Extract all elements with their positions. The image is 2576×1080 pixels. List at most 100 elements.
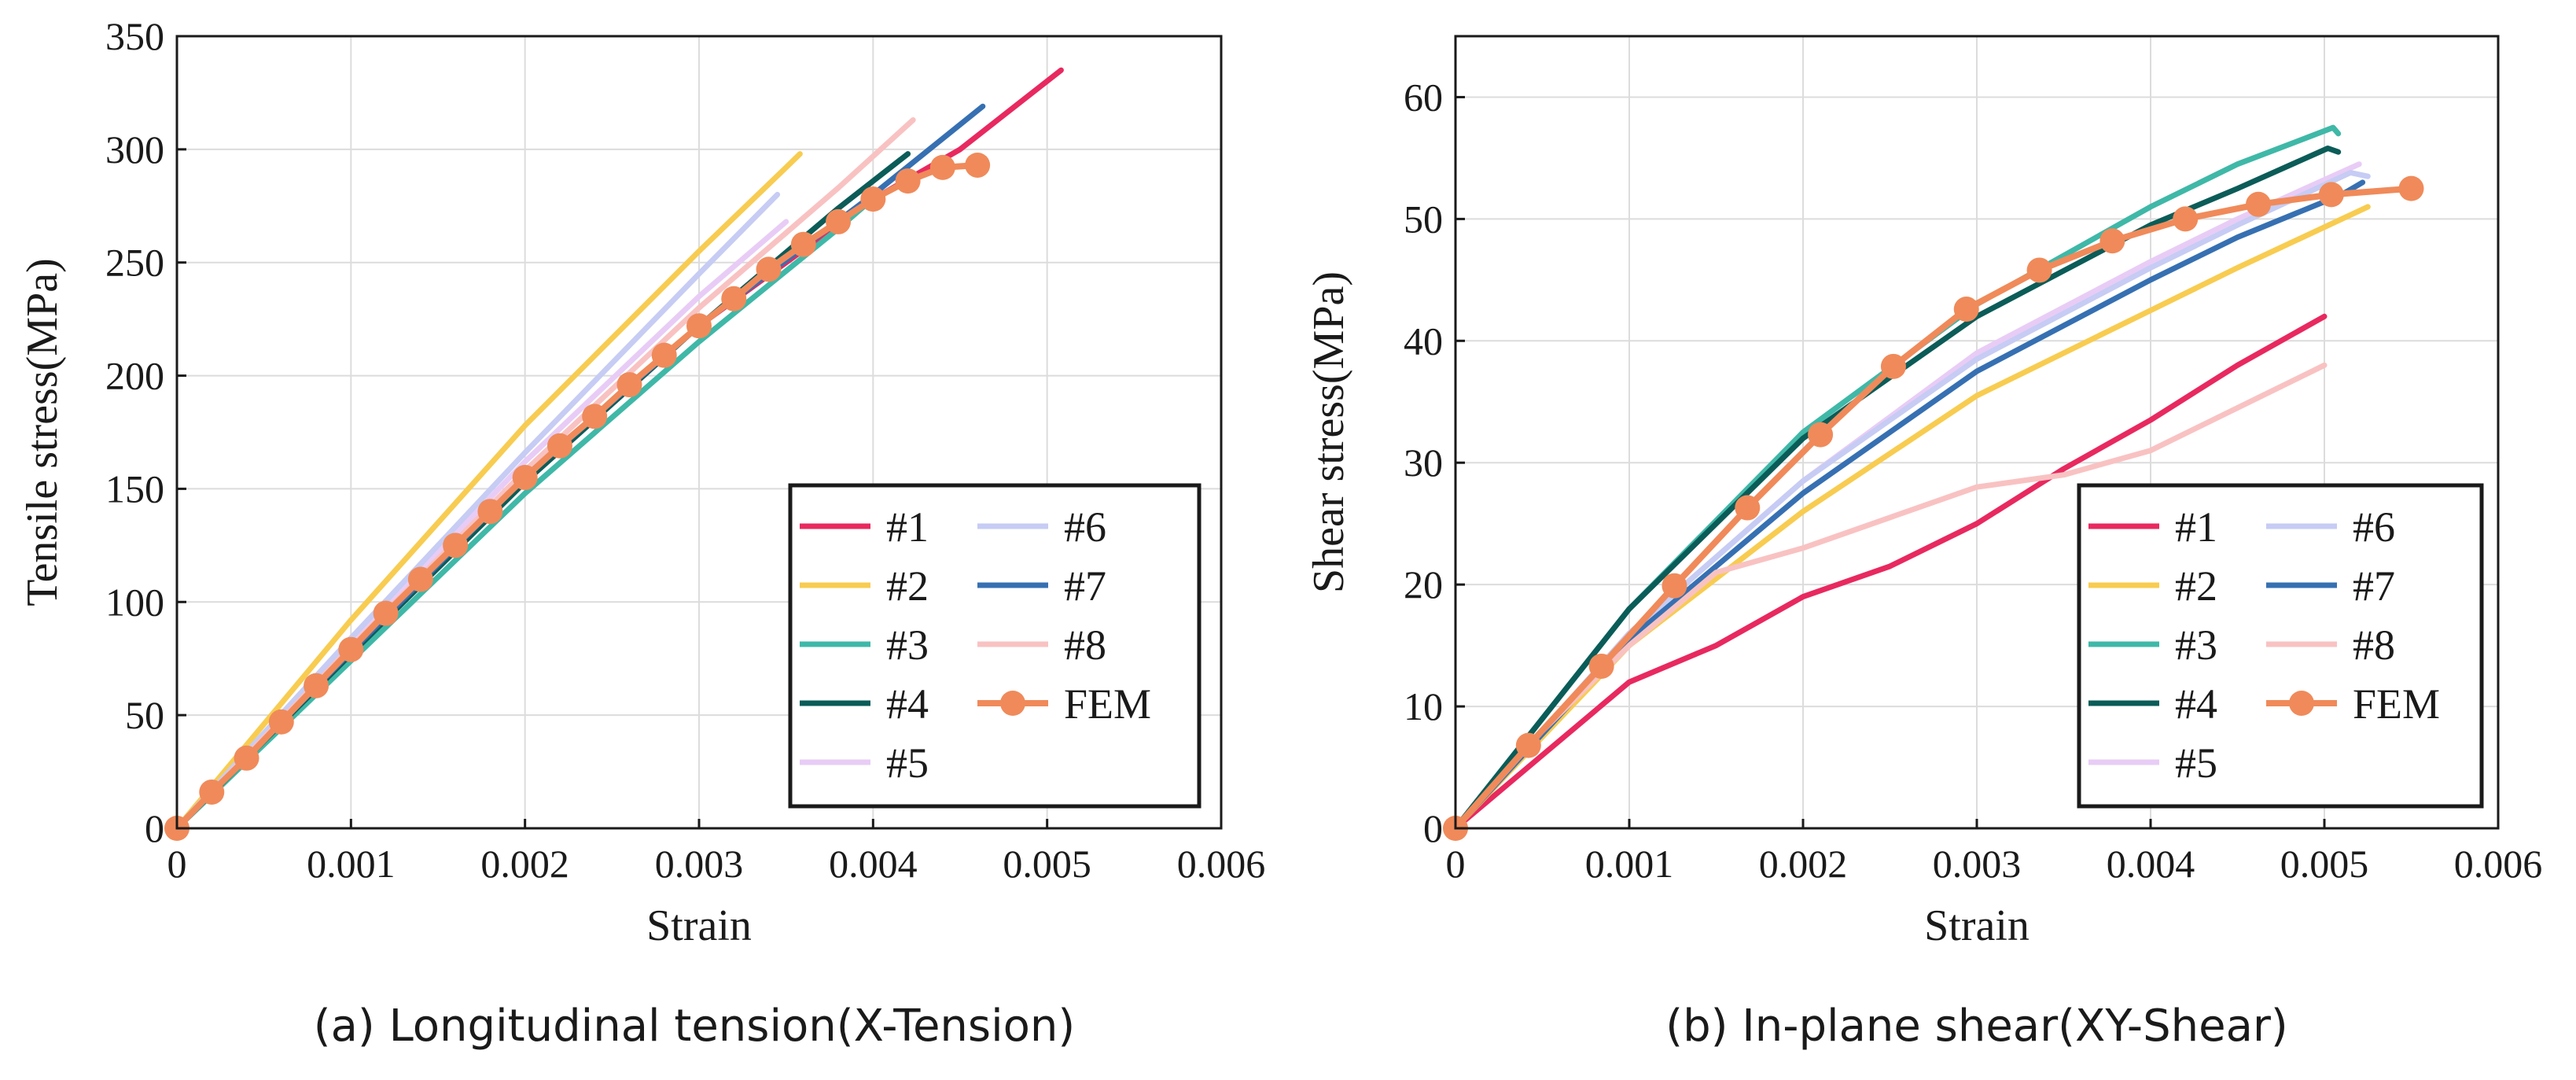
x-tick-label: 0.002 [480,842,569,886]
x-tick-label: 0.003 [655,842,744,886]
legend-label: #8 [2353,621,2395,669]
legend-label: #1 [2175,503,2217,551]
data-point-fem [965,152,991,178]
legend-label: #4 [886,680,929,728]
data-point-fem [2398,175,2424,201]
data-point-fem [1662,573,1687,599]
y-tick-label: 40 [1404,319,1443,363]
data-point-fem [1735,495,1761,521]
x-tick-label: 0.001 [307,842,396,886]
x-axis-label: Strain [1924,901,2030,950]
data-point-fem [860,186,886,212]
legend-label: #8 [1064,621,1106,669]
x-tick-label: 0.004 [829,842,918,886]
y-tick-label: 50 [125,693,164,737]
y-tick-label: 150 [105,466,164,511]
y-tick-label: 200 [105,354,164,398]
data-point-fem [477,499,503,525]
data-point-fem [1808,422,1834,448]
data-point-fem [2246,191,2272,217]
x-tick-label: 0.005 [1003,842,1091,886]
data-point-fem [512,465,538,491]
x-tick-label: 0 [1446,842,1466,886]
legend-label: #4 [2175,680,2217,728]
legend-label: #2 [886,562,929,610]
x-tick-label: 0.003 [1933,842,2022,886]
data-point-fem [756,256,782,282]
data-point-fem [304,673,329,698]
data-point-fem [407,566,433,592]
panel-caption: (a) Longitudinal tension(X-Tension) [314,1001,1075,1052]
x-tick-label: 0.005 [2280,842,2369,886]
x-tick-label: 0 [167,842,187,886]
x-tick-label: 0.006 [1177,842,1266,886]
data-point-fem [2173,206,2199,232]
legend: #1 #2 #3 #4 #5 #6 #7 #8 FEM [2077,483,2484,809]
y-tick-label: 20 [1404,562,1443,606]
data-point-fem [721,286,747,311]
y-tick-label: 100 [105,580,164,624]
legend-label: #6 [2353,503,2395,551]
panel-xy-shear: 0 0.001 0.002 0.003 0.004 0.005 0.006 0 10 20 30 40… [1305,35,2543,1052]
y-axis-label: Tensile stress(MPa) [18,258,67,606]
y-tick-label: 10 [1404,684,1443,728]
data-point-fem [1953,297,1979,323]
legend-label: #6 [1064,503,1106,551]
x-axis-label: Strain [646,901,752,950]
legend-label: FEM [2353,680,2440,728]
legend-label: #3 [2175,621,2217,669]
y-tick-label: 0 [1423,806,1443,850]
series-line-n6 [174,191,781,831]
x-tick-label: 0.001 [1585,842,1674,886]
data-point-fem [2318,182,2344,208]
legend-label: #7 [2353,562,2395,610]
data-point-fem [686,313,712,339]
data-point-fem [199,779,225,805]
y-tick-label: 0 [145,806,164,850]
data-point-fem [651,342,677,368]
data-point-fem [582,404,608,429]
y-axis-label: Shear stress(MPa) [1305,271,1353,593]
panel-caption: (b) In-plane shear(XY-Shear) [1665,1001,2288,1052]
legend-label: #7 [1064,562,1106,610]
data-point-fem [790,231,816,257]
data-point-fem [826,208,852,234]
data-point-fem [268,709,294,735]
data-point-fem [1880,353,1906,379]
data-point-fem [895,168,921,194]
data-point-fem [338,636,364,662]
legend-label: #1 [886,503,929,551]
x-tick-label: 0.006 [2454,842,2543,886]
legend-label: #2 [2175,562,2217,610]
data-point-fem [234,745,259,771]
x-tick-label: 0.004 [2107,842,2195,886]
legend-marker [1000,691,1025,716]
series-line-n2 [174,151,803,831]
panel-x-tension: 0 0.001 0.002 0.003 0.004 0.005 0.006 0 50 100 150… [18,14,1265,1052]
data-point-fem [443,533,469,558]
data-point-fem [546,433,572,459]
data-point-fem [1588,653,1614,679]
y-tick-label: 350 [105,14,164,58]
legend: #1 #2 #3 #4 #5 #6 #7 #8 FEM [788,483,1202,809]
legend-label: #3 [886,621,929,669]
legend-marker [2289,691,2314,716]
y-tick-label: 60 [1404,75,1443,119]
x-tick-label: 0.002 [1759,842,1848,886]
legend-label: #5 [886,739,929,787]
y-tick-label: 50 [1404,197,1443,241]
data-point-fem [929,154,955,180]
series-line-n1 [1452,313,2328,831]
legend-label: FEM [1064,680,1151,728]
y-tick-label: 30 [1404,440,1443,485]
y-tick-label: 250 [105,241,164,285]
data-point-fem [616,372,642,398]
data-point-fem [1515,732,1541,758]
series-line-n4 [1452,146,2342,831]
data-point-fem [2026,257,2052,283]
legend-label: #5 [2175,739,2217,787]
data-point-fem [373,600,399,626]
y-tick-label: 300 [105,127,164,171]
data-point-fem [2099,228,2125,254]
